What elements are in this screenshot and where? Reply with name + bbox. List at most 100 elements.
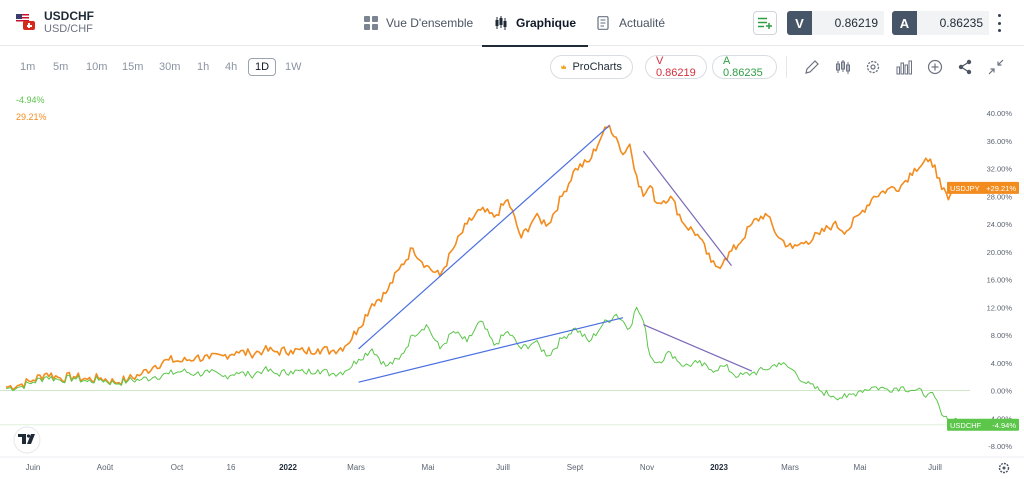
chart-svg: 40.00% 36.00% 32.00% 28.00% 24.00% 20.00% 16.0… <box>0 109 1024 474</box>
x-tick-label: 2023 <box>710 463 728 472</box>
legend-usdchf-value: -4.94% <box>16 95 45 105</box>
logo-mark <box>26 434 31 438</box>
settings-gear-icon[interactable] <box>865 59 881 75</box>
instrument-pair: USD/CHF <box>44 23 93 35</box>
indicators-icon[interactable] <box>835 59 851 75</box>
add-compare-icon[interactable] <box>927 59 943 75</box>
y-tick-label: -4.00% <box>988 414 1012 423</box>
swiss-flag-icon <box>23 21 35 30</box>
x-tick-label: 2022 <box>279 463 297 472</box>
y-tick-label: 16.00% <box>987 276 1013 285</box>
procharts-button[interactable]: ProCharts <box>550 55 633 79</box>
price-tag-symbol: USDJPY <box>950 184 980 193</box>
x-tick-label: Mai <box>854 463 867 472</box>
timeframe-1w[interactable]: 1W <box>285 61 302 73</box>
y-tick-label: 8.00% <box>991 331 1013 340</box>
y-tick-label: 0.00% <box>991 387 1013 396</box>
tab-overview[interactable]: Vue D'ensemble <box>364 0 473 46</box>
x-tick-label: Sept <box>567 463 584 472</box>
timeframe-1d[interactable]: 1D <box>248 58 277 76</box>
currency-flags-icon <box>16 12 38 34</box>
chart-toolbar: 1m 5m 10m 15m 30m 1h 4h 1D 1W ProCharts … <box>0 46 1024 88</box>
sell-pill-label: V 0.86219 <box>656 55 696 79</box>
gear-ring <box>998 462 1010 474</box>
candlestick-icon <box>494 16 508 30</box>
timeframe-4h[interactable]: 4h <box>225 61 238 73</box>
sell-price-button[interactable]: V 0.86219 <box>787 11 884 35</box>
logo-mark <box>18 434 26 444</box>
collapse-icon[interactable] <box>988 59 1004 75</box>
procharts-label: ProCharts <box>572 61 622 73</box>
add-to-watchlist-button[interactable] <box>753 11 777 35</box>
buy-price-button[interactable]: A 0.86235 <box>892 11 989 35</box>
price-tag-usdchf: USDCHF -4.94% <box>947 418 1019 431</box>
gear-center <box>1002 466 1006 470</box>
timeframe-1m[interactable]: 1m <box>20 61 36 73</box>
x-tick-label: Mars <box>781 463 799 472</box>
timeframe-5m[interactable]: 5m <box>53 61 69 73</box>
price-tag-value: +29.21% <box>986 184 1016 193</box>
x-tick-label: Juill <box>928 463 942 472</box>
share-icon[interactable] <box>957 59 973 75</box>
axis-settings-icon <box>998 462 1010 474</box>
y-tick-label: 32.00% <box>987 165 1013 174</box>
price-tag-usdjpy: USDJPY +29.21% <box>947 181 1019 194</box>
trendline <box>642 150 732 266</box>
chart-type-bars-icon[interactable] <box>896 59 912 75</box>
y-tick-label: 4.00% <box>991 359 1013 368</box>
crown-icon <box>561 64 567 69</box>
sell-label: V <box>787 11 812 35</box>
tab-overview-label: Vue D'ensemble <box>386 16 474 30</box>
tradingview-logo-icon <box>13 426 41 454</box>
legend-usdjpy-value: 29.21% <box>16 112 47 122</box>
price-tag-bg <box>947 418 1019 431</box>
x-tick-label: 16 <box>227 463 236 472</box>
price-tag-symbol: USDCHF <box>950 421 982 430</box>
price-tag-bg <box>947 181 1019 194</box>
timeframe-30m[interactable]: 30m <box>159 61 181 73</box>
x-tick-label: Nov <box>640 463 654 472</box>
buy-label: A <box>892 11 917 35</box>
buy-pill-label: A 0.86235 <box>723 55 763 79</box>
y-tick-label: 40.00% <box>987 109 1013 118</box>
header: USDCHF USD/CHF Vue D'ensemble Graphique … <box>0 0 1024 47</box>
y-tick-label: 20.00% <box>987 248 1013 257</box>
timeframe-15m[interactable]: 15m <box>122 61 144 73</box>
x-tick-label: Oct <box>171 463 184 472</box>
series-line-usdchf <box>5 306 963 427</box>
sell-price: 0.86219 <box>812 11 884 35</box>
trendline <box>358 317 624 383</box>
chart-area[interactable]: -4.94% 29.21% 40.00% 36.00% 32.00% 28.00% 24… <box>0 88 1024 479</box>
buy-price: 0.86235 <box>917 11 989 35</box>
more-options-icon[interactable] <box>998 14 1002 32</box>
x-tick-label: Juill <box>496 463 510 472</box>
buy-pill-button[interactable]: A 0.86235 <box>712 55 777 79</box>
sell-pill-button[interactable]: V 0.86219 <box>645 55 707 79</box>
instrument-symbol: USDCHF <box>44 9 94 23</box>
toolbar-divider <box>786 56 787 78</box>
us-flag-icon <box>16 14 29 23</box>
news-icon <box>597 15 611 31</box>
pencil-icon[interactable] <box>804 59 820 75</box>
timeframe-1h[interactable]: 1h <box>197 61 210 73</box>
x-tick-label: Mai <box>422 463 435 472</box>
trendline <box>358 125 610 350</box>
x-tick-label: Juin <box>26 463 41 472</box>
grid-icon <box>364 16 378 30</box>
tab-news[interactable]: Actualité <box>597 0 665 46</box>
y-tick-label: 12.00% <box>987 303 1013 312</box>
timeframe-10m[interactable]: 10m <box>86 61 108 73</box>
series-line-usdjpy <box>5 124 963 391</box>
tab-chart[interactable]: Graphique <box>481 0 589 47</box>
instrument-info: USDCHF USD/CHF <box>16 10 94 36</box>
logo-mark <box>27 434 35 444</box>
logo-bg <box>13 426 41 454</box>
trendline <box>643 324 753 372</box>
x-tick-label: Mars <box>347 463 365 472</box>
y-tick-label: 28.00% <box>987 192 1013 201</box>
watchlist-add-icon <box>758 17 772 29</box>
y-tick-label: 24.00% <box>987 220 1013 229</box>
tab-chart-label: Graphique <box>516 16 577 30</box>
y-tick-label: 36.00% <box>987 137 1013 146</box>
